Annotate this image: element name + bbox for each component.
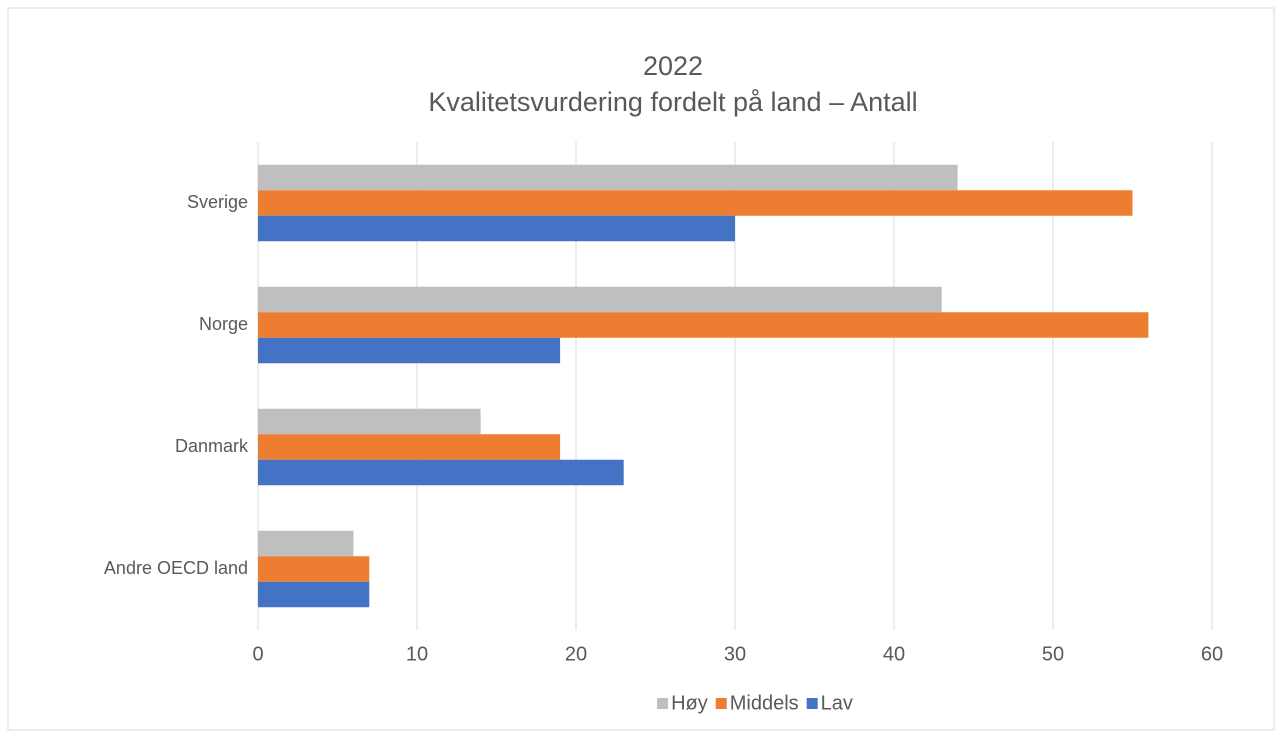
bar bbox=[258, 434, 561, 460]
bar bbox=[258, 164, 958, 191]
y-tick-label: Norge bbox=[199, 314, 248, 334]
chart-border bbox=[7, 7, 1275, 731]
legend-swatch bbox=[806, 698, 818, 709]
x-tick-label: 60 bbox=[1201, 643, 1223, 665]
bar bbox=[258, 581, 370, 608]
x-tick-label: 20 bbox=[565, 643, 587, 665]
bar bbox=[258, 215, 735, 242]
bar bbox=[258, 337, 561, 364]
legend-label: Lav bbox=[821, 692, 853, 714]
bar bbox=[258, 190, 1133, 216]
x-tick-label: 30 bbox=[724, 643, 746, 665]
bar bbox=[258, 530, 354, 557]
chart-subtitle: Kvalitetsvurdering fordelt på land – Ant… bbox=[428, 87, 917, 117]
y-tick-label: Sverige bbox=[187, 192, 248, 212]
bar bbox=[258, 286, 942, 313]
x-tick-label: 40 bbox=[883, 643, 905, 665]
x-tick-label: 50 bbox=[1042, 643, 1064, 665]
bar bbox=[258, 556, 370, 582]
legend-swatch bbox=[715, 698, 727, 709]
legend-swatch bbox=[657, 698, 669, 709]
y-tick-label: Danmark bbox=[175, 436, 249, 456]
bar bbox=[258, 312, 1149, 338]
legend-label: Middels bbox=[730, 692, 799, 714]
legend-label: Høy bbox=[671, 692, 708, 714]
chart-title: 2022 bbox=[643, 51, 703, 81]
x-tick-label: 10 bbox=[406, 643, 428, 665]
x-tick-label: 0 bbox=[252, 643, 263, 665]
bar bbox=[258, 459, 624, 486]
y-tick-label: Andre OECD land bbox=[104, 558, 248, 578]
bar bbox=[258, 408, 481, 435]
